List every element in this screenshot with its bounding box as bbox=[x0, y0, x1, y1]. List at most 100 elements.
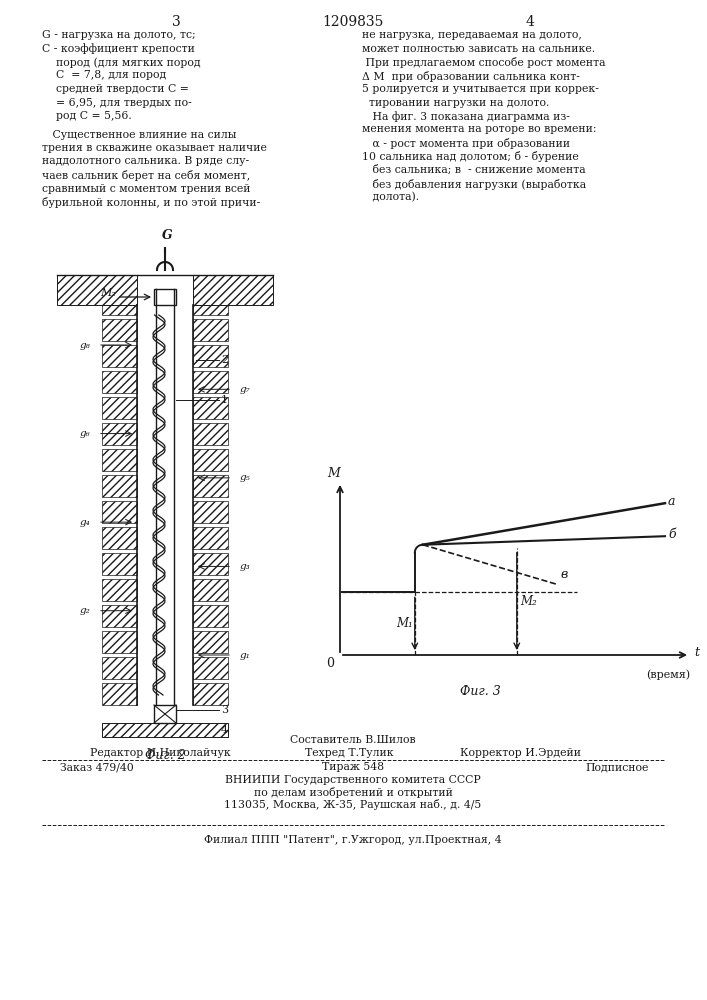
Bar bbox=[57, 275, 137, 305]
Text: чаев сальник берет на себя момент,: чаев сальник берет на себя момент, bbox=[42, 170, 250, 181]
Text: 2: 2 bbox=[221, 355, 228, 365]
Text: (время): (время) bbox=[646, 669, 690, 680]
Bar bbox=[193, 449, 228, 471]
Bar bbox=[193, 275, 273, 305]
Bar bbox=[193, 319, 228, 341]
Text: долота).: долота). bbox=[362, 192, 419, 202]
Text: а: а bbox=[668, 495, 675, 508]
Text: M₁: M₁ bbox=[396, 617, 413, 630]
Text: род С = 5,56.: род С = 5,56. bbox=[42, 111, 132, 121]
Bar bbox=[193, 475, 228, 497]
Bar bbox=[193, 553, 228, 575]
Text: наддолотного сальника. В ряде слу-: наддолотного сальника. В ряде слу- bbox=[42, 156, 249, 166]
Bar bbox=[102, 305, 137, 315]
Text: α - рост момента при образовании: α - рост момента при образовании bbox=[362, 138, 570, 149]
Text: сравнимый с моментом трения всей: сравнимый с моментом трения всей bbox=[42, 184, 250, 194]
Bar bbox=[193, 345, 228, 367]
Text: g₃: g₃ bbox=[240, 562, 251, 571]
Text: Существенное влияние на силы: Существенное влияние на силы bbox=[42, 129, 236, 139]
Text: 1: 1 bbox=[221, 395, 228, 405]
Text: без сальника; в  - снижение момента: без сальника; в - снижение момента bbox=[362, 165, 585, 175]
Text: Составитель В.Шилов: Составитель В.Шилов bbox=[290, 735, 416, 745]
Bar bbox=[102, 631, 137, 653]
Text: g₈: g₈ bbox=[79, 340, 90, 350]
Bar bbox=[193, 501, 228, 523]
Text: Δ М  при образовании сальника конт-: Δ М при образовании сальника конт- bbox=[362, 70, 580, 82]
Text: = 6,95, для твердых по-: = 6,95, для твердых по- bbox=[42, 98, 192, 107]
Text: Техред Т.Тулик: Техред Т.Тулик bbox=[305, 748, 394, 758]
Text: 5 ролируется и учитывается при коррек-: 5 ролируется и учитывается при коррек- bbox=[362, 84, 599, 94]
Bar bbox=[102, 423, 137, 445]
Text: t: t bbox=[694, 647, 699, 660]
Bar bbox=[102, 397, 137, 419]
Text: С - коэффициент крепости: С - коэффициент крепости bbox=[42, 43, 195, 54]
Bar bbox=[193, 527, 228, 549]
Text: M₂: M₂ bbox=[520, 595, 537, 608]
Text: M: M bbox=[327, 467, 340, 480]
Text: g₂: g₂ bbox=[79, 606, 90, 615]
Text: M₂: M₂ bbox=[100, 288, 116, 298]
Bar bbox=[102, 319, 137, 341]
Text: g₇: g₇ bbox=[240, 385, 251, 394]
Text: Подписное: Подписное bbox=[585, 762, 648, 772]
Bar bbox=[193, 371, 228, 393]
Text: 4: 4 bbox=[525, 15, 534, 29]
Text: 3: 3 bbox=[221, 705, 228, 715]
Text: Филиал ППП "Патент", г.Ужгород, ул.Проектная, 4: Филиал ППП "Патент", г.Ужгород, ул.Проек… bbox=[204, 835, 502, 845]
Text: бурильной колонны, и по этой причи-: бурильной колонны, и по этой причи- bbox=[42, 197, 260, 208]
Text: g₁: g₁ bbox=[240, 650, 251, 660]
Bar bbox=[193, 305, 228, 315]
Text: 4: 4 bbox=[221, 725, 228, 735]
Bar bbox=[102, 579, 137, 601]
Text: G - нагрузка на долото, тс;: G - нагрузка на долото, тс; bbox=[42, 30, 196, 40]
Text: б: б bbox=[668, 528, 676, 541]
Bar bbox=[102, 605, 137, 627]
Bar bbox=[102, 527, 137, 549]
Text: 0: 0 bbox=[326, 657, 334, 670]
Text: Тираж 548: Тираж 548 bbox=[322, 762, 384, 772]
Bar bbox=[102, 683, 137, 705]
Text: средней твердости С =: средней твердости С = bbox=[42, 84, 189, 94]
Bar bbox=[102, 501, 137, 523]
Text: Фиг. 2: Фиг. 2 bbox=[145, 749, 185, 762]
Bar bbox=[193, 579, 228, 601]
Bar bbox=[102, 449, 137, 471]
Bar bbox=[102, 371, 137, 393]
Text: по делам изобретений и открытий: по делам изобретений и открытий bbox=[254, 787, 452, 798]
Bar bbox=[193, 683, 228, 705]
Bar bbox=[154, 289, 176, 305]
Bar bbox=[193, 605, 228, 627]
Text: g₅: g₅ bbox=[240, 473, 251, 482]
Text: Заказ 479/40: Заказ 479/40 bbox=[60, 762, 134, 772]
Text: g₆: g₆ bbox=[79, 429, 90, 438]
Text: не нагрузка, передаваемая на долото,: не нагрузка, передаваемая на долото, bbox=[362, 30, 582, 40]
Text: Корректор И.Эрдейи: Корректор И.Эрдейи bbox=[460, 748, 581, 758]
Bar bbox=[154, 705, 176, 723]
Bar bbox=[193, 423, 228, 445]
Bar bbox=[102, 723, 228, 737]
Bar bbox=[102, 345, 137, 367]
Text: тировании нагрузки на долото.: тировании нагрузки на долото. bbox=[362, 98, 549, 107]
Text: может полностью зависать на сальнике.: может полностью зависать на сальнике. bbox=[362, 43, 595, 53]
Bar bbox=[102, 553, 137, 575]
Text: без добавления нагрузки (выработка: без добавления нагрузки (выработка bbox=[362, 178, 586, 190]
Text: в: в bbox=[561, 568, 568, 581]
Text: пород (для мягких пород: пород (для мягких пород bbox=[42, 57, 201, 68]
Bar bbox=[193, 631, 228, 653]
Text: 10 сальника над долотом; б - бурение: 10 сальника над долотом; б - бурение bbox=[362, 151, 579, 162]
Text: g₄: g₄ bbox=[79, 518, 90, 527]
Text: 3: 3 bbox=[172, 15, 180, 29]
Text: ВНИИПИ Государственного комитета СССР: ВНИИПИ Государственного комитета СССР bbox=[225, 775, 481, 785]
Bar bbox=[193, 657, 228, 679]
Text: При предлагаемом способе рост момента: При предлагаемом способе рост момента bbox=[362, 57, 605, 68]
Text: С  = 7,8, для пород: С = 7,8, для пород bbox=[42, 70, 166, 81]
Bar bbox=[102, 657, 137, 679]
Text: На фиг. 3 показана диаграмма из-: На фиг. 3 показана диаграмма из- bbox=[362, 111, 570, 122]
Text: G: G bbox=[162, 229, 173, 242]
Text: Редактор И.Николайчук: Редактор И.Николайчук bbox=[90, 748, 230, 758]
Bar bbox=[102, 475, 137, 497]
Text: Фиг. 3: Фиг. 3 bbox=[460, 685, 501, 698]
Text: трения в скважине оказывает наличие: трения в скважине оказывает наличие bbox=[42, 143, 267, 153]
Text: менения момента на роторе во времени:: менения момента на роторе во времени: bbox=[362, 124, 597, 134]
Bar bbox=[193, 397, 228, 419]
